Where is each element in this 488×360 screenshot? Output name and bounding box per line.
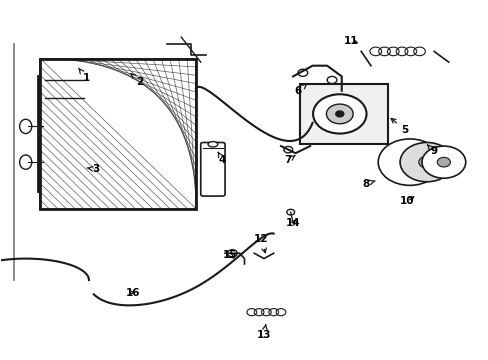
Circle shape: [400, 155, 418, 169]
Circle shape: [436, 157, 449, 167]
Text: 1: 1: [79, 68, 90, 83]
FancyBboxPatch shape: [201, 143, 224, 196]
Text: 13: 13: [256, 325, 271, 341]
Circle shape: [286, 209, 294, 215]
Ellipse shape: [207, 141, 217, 147]
Text: 6: 6: [294, 84, 306, 96]
Bar: [300, 84, 387, 144]
Bar: [40, 59, 196, 208]
Text: 7: 7: [284, 156, 294, 165]
Circle shape: [326, 104, 352, 124]
Circle shape: [335, 111, 343, 117]
Circle shape: [418, 156, 434, 168]
Circle shape: [326, 76, 336, 84]
Circle shape: [284, 147, 292, 153]
Text: 15: 15: [222, 250, 237, 260]
Text: 9: 9: [427, 145, 437, 157]
Text: 16: 16: [125, 288, 140, 297]
Bar: [40, 59, 196, 208]
Text: 3: 3: [87, 164, 100, 174]
Circle shape: [377, 139, 441, 185]
Text: 10: 10: [399, 197, 414, 206]
Circle shape: [312, 94, 366, 134]
Circle shape: [227, 249, 237, 257]
Text: 8: 8: [362, 179, 374, 189]
Circle shape: [297, 69, 307, 76]
Circle shape: [421, 146, 465, 178]
Text: 11: 11: [344, 36, 358, 46]
Text: 12: 12: [254, 234, 268, 253]
Text: 2: 2: [131, 74, 143, 87]
Text: 4: 4: [218, 152, 226, 165]
Circle shape: [399, 143, 453, 182]
Text: 5: 5: [390, 118, 408, 135]
Text: 14: 14: [285, 218, 300, 228]
